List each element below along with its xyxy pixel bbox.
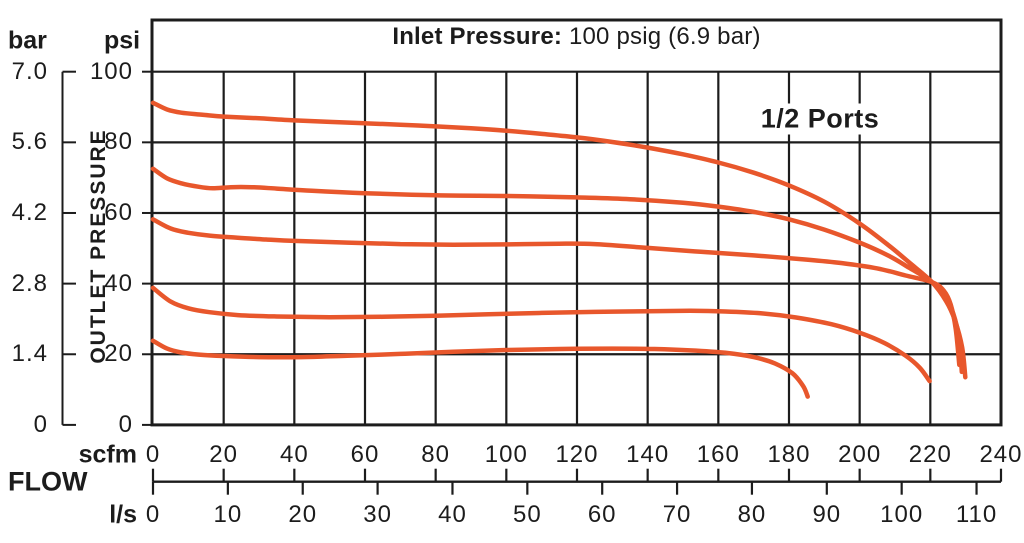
- bar-tick-label: 7.0: [11, 57, 48, 85]
- scfm-tick-label: 60: [350, 441, 380, 468]
- scfm-unit-label: scfm: [78, 440, 137, 469]
- scfm-tick-label: 20: [209, 441, 239, 468]
- plot-frame: [150, 18, 1003, 427]
- psi-unit-label: psi: [104, 26, 141, 55]
- ls-tick-label: 70: [662, 501, 692, 528]
- scfm-tick-label: 140: [626, 441, 670, 468]
- psi-tick-label: 20: [104, 340, 133, 368]
- ls-tick-label: 100: [880, 501, 924, 528]
- psi-tick-label: 40: [104, 269, 133, 297]
- ls-tick-label: 30: [363, 501, 392, 528]
- flow-curve-5: [150, 338, 810, 399]
- ls-tick-label: 60: [587, 501, 617, 528]
- scfm-tick-label: 120: [555, 441, 599, 468]
- bar-tick-label: 1.4: [11, 340, 48, 368]
- chart-title-value: 100 psig (6.9 bar): [568, 23, 761, 50]
- scfm-tick-label: 200: [838, 441, 882, 468]
- scfm-tick-label: 220: [908, 441, 952, 468]
- scfm-tick-label: 180: [767, 441, 811, 468]
- ls-tick-label: 20: [288, 501, 318, 528]
- ls-tick-label: 0: [145, 501, 161, 528]
- scfm-tick-label: 240: [979, 441, 1023, 468]
- bar-tick-label: 5.6: [11, 128, 48, 156]
- ls-unit-label: l/s: [109, 500, 137, 529]
- scfm-tick-label: 0: [145, 441, 161, 468]
- scfm-tick-label: 160: [696, 441, 740, 468]
- bar-tick-label: 4.2: [11, 198, 48, 226]
- ls-tick-label: 10: [213, 501, 243, 528]
- psi-tick-label: 100: [89, 57, 133, 85]
- bar-unit-label: bar: [8, 26, 47, 55]
- psi-tick-label: 60: [104, 198, 133, 226]
- bar-tick-label: 0: [33, 410, 48, 438]
- x-axis-title: FLOW: [8, 466, 88, 497]
- scfm-tick-label: 40: [279, 441, 309, 468]
- flow-curve-3: [150, 217, 962, 368]
- ls-tick-label: 110: [955, 501, 998, 528]
- ls-tick-label: 50: [512, 501, 542, 528]
- flow-curve-2: [150, 166, 965, 375]
- chart-title-label: Inlet Pressure:: [392, 23, 563, 50]
- psi-tick-label: 0: [118, 410, 133, 438]
- flow-curve-1: [150, 100, 968, 380]
- port-size-annotation: 1/2 Ports: [750, 103, 890, 135]
- scfm-tick-label: 80: [421, 441, 451, 468]
- ls-tick-label: 40: [438, 501, 467, 528]
- ls-tick-label: 80: [737, 501, 767, 528]
- bar-tick-label: 2.8: [11, 269, 48, 297]
- scfm-tick-label: 100: [484, 441, 528, 468]
- ls-tick-label: 90: [812, 501, 842, 528]
- y-axis-title: OUTLET PRESSURE: [87, 128, 110, 364]
- chart-title: Inlet Pressure: 100 psig (6.9 bar): [152, 23, 1001, 51]
- flow-curve-4: [150, 285, 932, 384]
- psi-tick-label: 80: [104, 128, 133, 156]
